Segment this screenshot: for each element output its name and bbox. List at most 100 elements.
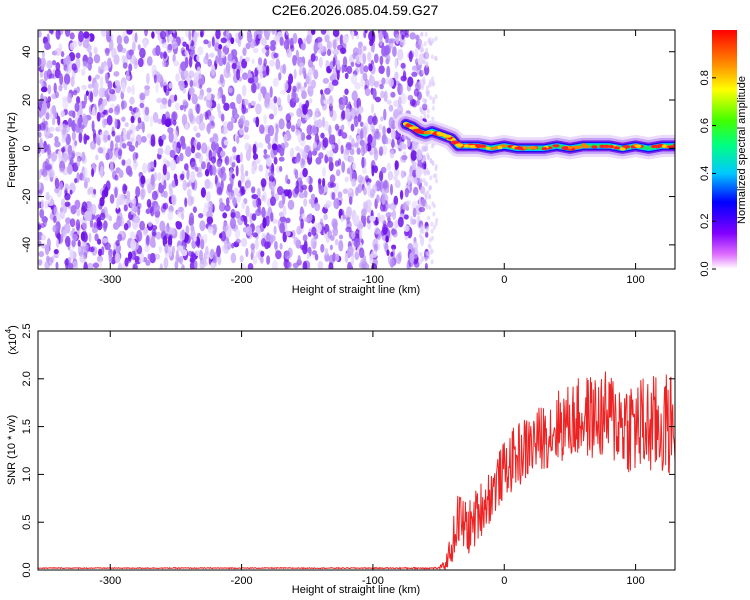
noise-dot [85, 62, 91, 69]
noise-dot [313, 69, 319, 80]
noise-dot [329, 244, 333, 251]
noise-dot [301, 158, 306, 166]
noise-dot [111, 130, 116, 137]
noise-dot [69, 189, 73, 195]
noise-dot [155, 81, 159, 94]
noise-dot [80, 69, 86, 76]
noise-dot [38, 30, 42, 38]
noise-dot [108, 252, 113, 264]
noise-dot [198, 249, 203, 261]
snr-frame [37, 330, 676, 571]
noise-dot [278, 156, 285, 162]
noise-dot [311, 226, 317, 236]
noise-dot [294, 169, 299, 180]
noise-dot [273, 225, 277, 235]
noise-dot [93, 188, 97, 195]
noise-dot [314, 253, 319, 261]
noise-dot [173, 60, 180, 67]
noise-dot [319, 44, 324, 54]
noise-dot [338, 234, 344, 240]
noise-dot [40, 86, 48, 93]
noise-dot [329, 174, 336, 183]
noise-dot [44, 164, 52, 171]
noise-dot [71, 130, 76, 141]
noise-dot [77, 117, 82, 127]
noise-dot [129, 199, 137, 209]
noise-dot [398, 96, 402, 107]
noise-dot [103, 220, 107, 232]
noise-dot [92, 227, 98, 233]
colorbar-tick-label: 0.2 [699, 214, 711, 229]
noise-dot [361, 142, 369, 154]
noise-dot [158, 184, 165, 194]
noise-dot [215, 142, 220, 154]
noise-dot [242, 47, 247, 56]
noise-dot [110, 103, 116, 109]
noise-dot [425, 227, 429, 233]
noise-dot [291, 90, 296, 102]
noise-dot [118, 193, 125, 201]
noise-dot [147, 162, 151, 174]
noise-dot [251, 213, 257, 221]
noise-dot [272, 77, 279, 87]
noise-dot [394, 160, 399, 171]
noise-dot [216, 182, 221, 188]
noise-dot [167, 30, 171, 35]
noise-dot [423, 169, 427, 174]
noise-dot [388, 104, 394, 112]
noise-dot [104, 242, 111, 251]
noise-dot [40, 80, 44, 88]
noise-dot [68, 262, 74, 269]
noise-dot [311, 30, 316, 35]
noise-dot [330, 144, 335, 149]
noise-dot [296, 107, 303, 118]
noise-dot [198, 213, 204, 219]
noise-dot [317, 260, 324, 269]
noise-dot [353, 237, 361, 248]
noise-dot [378, 30, 384, 41]
snr-ylabel: SNR (10 * v/v) [6, 415, 18, 485]
signal-hotspot [603, 144, 610, 148]
noise-dot [247, 102, 251, 110]
noise-dot [164, 118, 172, 127]
noise-dot [430, 54, 434, 60]
noise-dot [159, 30, 167, 40]
noise-dot [210, 156, 217, 164]
noise-dot [356, 147, 361, 155]
noise-dot [420, 109, 424, 115]
noise-dot [379, 37, 383, 47]
noise-dot [386, 249, 390, 256]
noise-dot [390, 128, 396, 141]
noise-dot [274, 35, 280, 41]
noise-dot [421, 154, 424, 160]
colorbar-tick-label: 0.8 [699, 70, 711, 85]
noise-dot [425, 231, 429, 238]
noise-dot [252, 232, 258, 238]
noise-dot [121, 116, 126, 122]
noise-dot [211, 163, 216, 175]
noise-dot [155, 253, 161, 260]
noise-dot [264, 44, 270, 51]
noise-dot [418, 201, 422, 207]
noise-dot [195, 249, 200, 257]
noise-dot [400, 75, 407, 82]
noise-dot [168, 35, 174, 42]
noise-dot [83, 261, 88, 269]
noise-dot [420, 47, 424, 53]
noise-dot [134, 32, 138, 43]
noise-dot [53, 206, 59, 218]
noise-dot [65, 217, 71, 225]
noise-dot [241, 72, 249, 80]
noise-dot [380, 166, 387, 174]
noise-dot [352, 214, 360, 226]
noise-dot [331, 38, 338, 49]
noise-dot [78, 30, 84, 43]
noise-dot [117, 233, 123, 242]
noise-dot [324, 248, 329, 256]
signal-hotspot [485, 146, 491, 150]
noise-dot [226, 197, 230, 206]
noise-dot [137, 117, 142, 124]
noise-dot [71, 239, 76, 247]
noise-dot [367, 133, 373, 144]
noise-dot [314, 202, 321, 212]
